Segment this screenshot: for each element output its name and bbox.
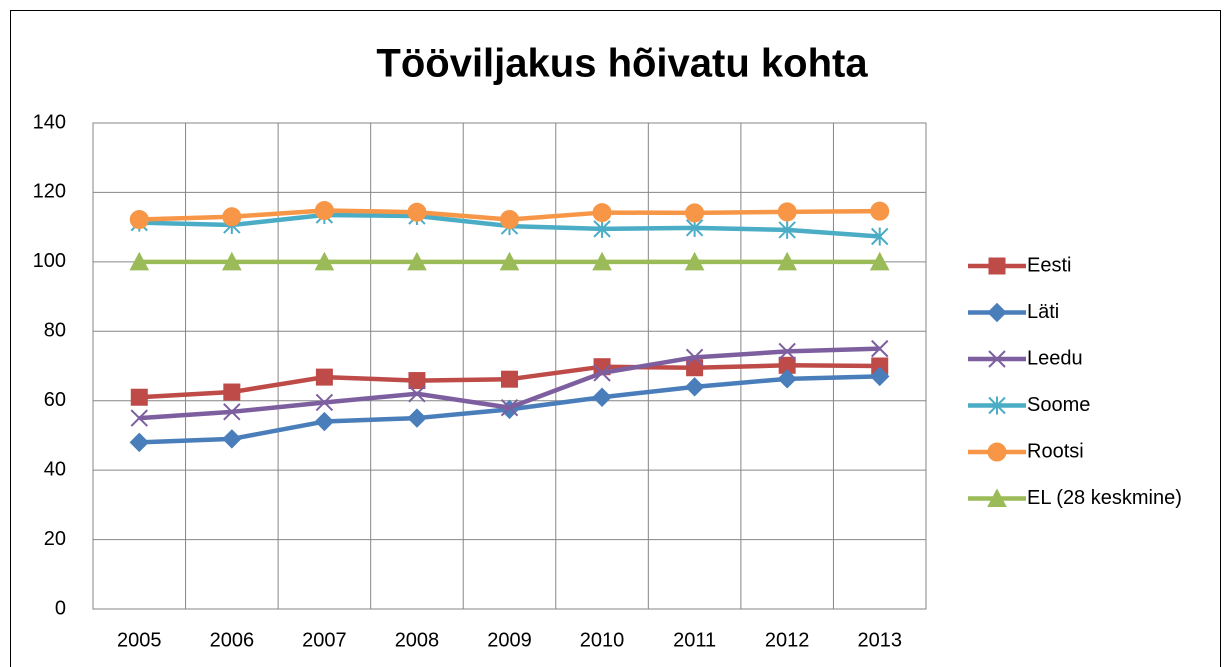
- plot-border: [92, 122, 927, 610]
- legend-marker: [988, 396, 1006, 415]
- marker: [500, 210, 519, 230]
- marker: [222, 251, 242, 271]
- marker: [593, 219, 611, 238]
- legend-label: Soome: [1027, 394, 1090, 416]
- x-tick-label: 2011: [673, 629, 716, 651]
- marker: [314, 411, 335, 432]
- chart-title: Tööviljakus hõivatu kohta: [376, 42, 868, 86]
- marker: [129, 251, 150, 271]
- marker: [314, 251, 335, 271]
- marker: [777, 369, 797, 389]
- chart-border: [10, 10, 1221, 667]
- marker: [871, 227, 889, 246]
- legend-marker-shape: [987, 488, 1007, 507]
- marker: [222, 429, 242, 449]
- x-tick-label: 2012: [765, 629, 810, 651]
- y-tick-label: 120: [33, 181, 66, 203]
- legend-marker-shape: [988, 257, 1006, 275]
- marker: [778, 220, 796, 239]
- marker: [871, 339, 889, 358]
- y-tick-label: 0: [55, 597, 66, 619]
- marker: [592, 203, 612, 223]
- legend-label: Rootsi: [1027, 440, 1084, 462]
- legend-marker: [987, 488, 1007, 507]
- marker: [870, 366, 890, 387]
- y-tick-label: 20: [44, 528, 66, 550]
- x-tick-label: 2013: [857, 629, 902, 651]
- x-tick-label: 2009: [487, 629, 532, 651]
- y-tick-label: 40: [44, 458, 66, 480]
- x-tick-label: 2008: [395, 629, 440, 651]
- legend-marker-shape: [987, 442, 1007, 462]
- marker: [315, 368, 333, 386]
- marker: [684, 377, 705, 397]
- marker: [499, 251, 520, 271]
- marker: [223, 383, 241, 401]
- marker: [130, 409, 148, 427]
- marker: [501, 370, 518, 388]
- marker: [777, 202, 797, 222]
- y-tick-label: 140: [33, 111, 66, 133]
- marker: [223, 403, 241, 421]
- marker: [686, 359, 704, 377]
- marker: [408, 372, 426, 390]
- marker: [222, 207, 242, 227]
- x-tick-label: 2010: [580, 629, 625, 651]
- marker: [685, 348, 704, 367]
- legend-marker-shape: [988, 350, 1006, 368]
- legend-label: Eesti: [1027, 254, 1071, 276]
- marker: [500, 398, 519, 417]
- legend-label: Leedu: [1027, 347, 1083, 369]
- marker: [407, 251, 427, 271]
- marker: [684, 251, 705, 271]
- legend-label: EL (28 keskmine): [1027, 487, 1182, 509]
- marker: [685, 203, 705, 223]
- legend-marker-shape: [987, 302, 1007, 323]
- marker: [314, 200, 334, 220]
- legend-marker: [987, 302, 1007, 323]
- marker: [129, 210, 149, 230]
- x-tick-label: 2005: [117, 629, 162, 651]
- x-tick-label: 2006: [210, 629, 255, 651]
- marker: [870, 201, 890, 221]
- marker: [592, 387, 612, 407]
- legend-marker-shape: [988, 396, 1006, 415]
- y-tick-label: 60: [44, 389, 66, 411]
- y-tick-label: 100: [33, 250, 66, 272]
- marker: [777, 251, 797, 271]
- marker: [593, 364, 611, 382]
- marker: [130, 388, 148, 406]
- legend-marker: [987, 442, 1007, 462]
- marker: [869, 251, 890, 271]
- marker: [407, 408, 427, 428]
- marker: [408, 385, 426, 403]
- marker: [778, 342, 796, 361]
- legend-label: Läti: [1027, 301, 1059, 323]
- marker: [592, 251, 612, 271]
- y-tick-label: 80: [44, 320, 66, 342]
- x-tick-label: 2007: [302, 629, 347, 651]
- marker: [407, 202, 427, 222]
- legend-marker: [988, 257, 1006, 275]
- legend-marker: [988, 350, 1006, 368]
- marker: [315, 393, 334, 412]
- marker: [129, 432, 149, 453]
